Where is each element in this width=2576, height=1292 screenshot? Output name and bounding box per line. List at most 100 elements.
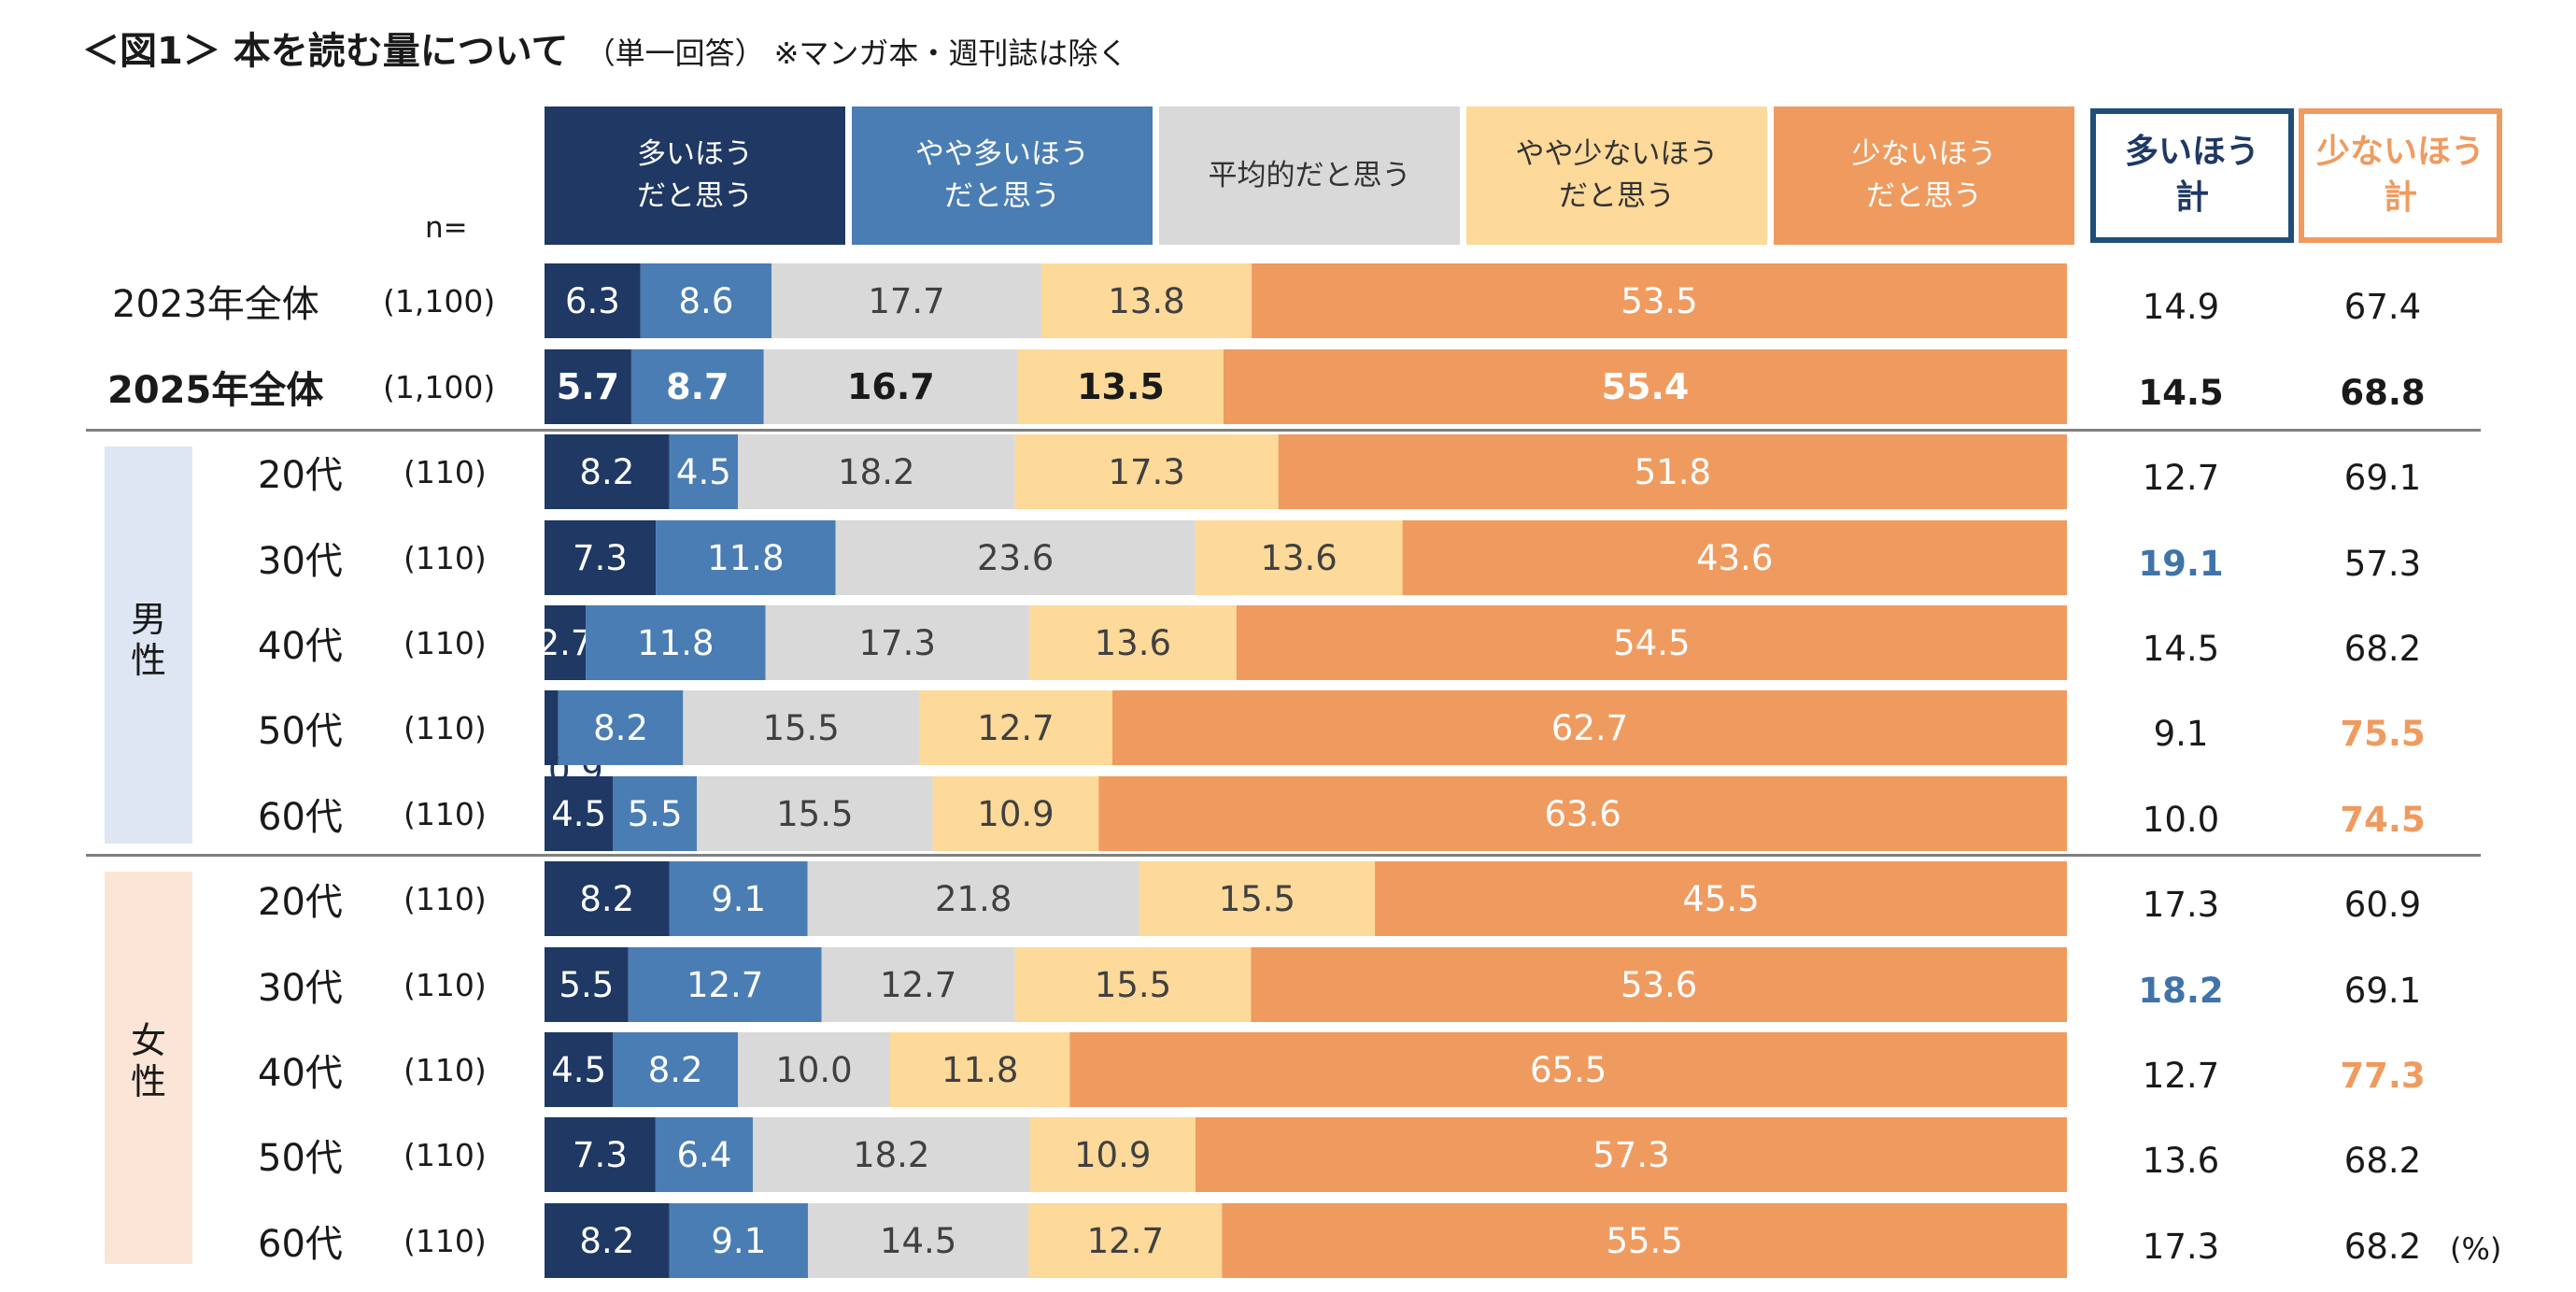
bar-segment: [640, 263, 772, 338]
bar-value-label: 14.5: [880, 1221, 956, 1261]
n-label: n=: [425, 211, 468, 245]
bar-value-label: 4.5: [551, 794, 606, 834]
bar-value-label: 18.2: [838, 452, 914, 492]
few-total-value: 60.9: [2343, 884, 2422, 925]
bar-segment: [932, 776, 1099, 851]
bar-value-label: 12.7: [1087, 1221, 1164, 1261]
bar-segment: [1223, 349, 2067, 424]
legend-header-somewhat-few: やや少ないほう だと思う: [1466, 106, 1767, 245]
many-total-value: 13.6: [2142, 1140, 2220, 1181]
row-n-value: (110): [403, 966, 487, 1003]
few-total-value: 75.5: [2340, 713, 2426, 754]
bar-segment: [1111, 690, 2067, 765]
few-total-value: 57.3: [2343, 543, 2422, 584]
few-total-value: 68.2: [2343, 628, 2422, 669]
bar-segment: [545, 263, 641, 338]
bar-segment: [753, 1117, 1030, 1192]
row-label: 40代: [258, 1052, 343, 1095]
row-n-value: (110): [403, 1051, 487, 1088]
bar-segment: [918, 690, 1112, 765]
bar-value-label: 8.7: [666, 366, 729, 407]
bar-segment: [545, 690, 559, 765]
bar-value-label: 11.8: [637, 623, 714, 663]
male-group-label: 男 性: [130, 599, 166, 681]
row-n-value: (1,100): [383, 368, 496, 405]
bar-value-label: 57.3: [1592, 1135, 1669, 1175]
bar-segment: [1139, 861, 1376, 936]
bar-value-label: 53.5: [1621, 281, 1697, 321]
bar-segment: [890, 1032, 1070, 1107]
row-n-value: (110): [403, 1136, 487, 1173]
bar-segment: [1402, 520, 2067, 595]
bar-value-label: 5.5: [628, 794, 683, 834]
legend-header-few: 少ないほう だと思う: [1774, 106, 2074, 245]
bar-segment: [683, 690, 919, 765]
bar-segment: [835, 520, 1196, 595]
bar-segment: [1040, 263, 1253, 338]
row-label: 20代: [258, 454, 343, 497]
bar-segment: [545, 520, 657, 595]
bar-segment: [669, 434, 739, 509]
many-total-header: 多いほう 計: [2090, 108, 2294, 243]
legend-header-average: 平均的だと思う: [1159, 106, 1460, 245]
bar-segment: [630, 349, 764, 424]
row-label: 40代: [258, 625, 343, 668]
bar-value-label: 8.2: [593, 708, 648, 748]
bar-segment: [1236, 605, 2067, 680]
bar-segment: [1098, 776, 2067, 851]
bar-value-label: 62.7: [1551, 708, 1628, 748]
bar-segment: [545, 861, 670, 936]
many-total-value: 14.9: [2142, 286, 2220, 327]
bar-value-label: 12.7: [686, 965, 763, 1005]
few-total-value: 69.1: [2343, 970, 2422, 1011]
row-n-value: (110): [403, 624, 487, 661]
row-label: 2025年全体: [107, 369, 324, 412]
bar-segment: [545, 1117, 656, 1192]
few-total-value: 68.2: [2343, 1226, 2422, 1267]
separator-line: [86, 854, 2481, 857]
row-label: 30代: [258, 540, 343, 583]
bar-segment: [628, 947, 822, 1022]
bar-value-label: 12.7: [880, 965, 956, 1005]
bar-value-label: 4.5: [676, 452, 731, 492]
bar-value-label: 7.3: [573, 538, 628, 578]
bar-value-label: 17.3: [859, 623, 936, 663]
row-label: 2023年全体: [112, 283, 319, 326]
title-note: ※マンガ本・週刊誌は除く: [773, 35, 1128, 71]
few-total-value: 77.3: [2340, 1055, 2426, 1096]
bar-segment: [697, 776, 933, 851]
bar-segment: [1029, 1117, 1196, 1192]
legend-header-somewhat-many: やや多いほう だと思う: [852, 106, 1153, 245]
many-total-value: 12.7: [2142, 457, 2220, 498]
bar-value-label: 63.6: [1544, 794, 1621, 834]
chart-title: ＜図1＞ 本を読む量について （単一回答） ※マンガ本・週刊誌は除く: [82, 21, 1127, 86]
bar-value-label: 5.7: [557, 366, 619, 407]
title-main: ＜図1＞ 本を読む量について: [82, 30, 569, 73]
row-n-value: (110): [403, 795, 487, 832]
bar-segment: [1017, 349, 1224, 424]
row-label: 20代: [258, 881, 343, 924]
bar-value-label: 51.8: [1635, 452, 1711, 492]
bar-segment: [807, 861, 1139, 936]
bar-value-label: 2.7: [538, 623, 593, 663]
row-n-value: (110): [403, 453, 487, 490]
bar-segment: [586, 605, 766, 680]
bar-segment: [1278, 434, 2067, 509]
row-n-value: (110): [403, 1222, 487, 1259]
row-label: 50代: [258, 710, 343, 753]
bar-segment: [545, 947, 629, 1022]
bar-value-label: 55.4: [1602, 366, 1690, 407]
bar-value-label: 0.9: [548, 750, 603, 790]
row-label: 30代: [258, 967, 343, 1010]
bar-segment: [613, 776, 697, 851]
bar-segment: [656, 520, 836, 595]
female-group-label: 女 性: [130, 1020, 166, 1102]
many-total-value: 17.3: [2142, 884, 2220, 925]
bar-value-label: 6.3: [565, 281, 620, 321]
many-total-value: 10.0: [2142, 799, 2220, 840]
few-total-value: 74.5: [2340, 799, 2426, 840]
bar-segment: [655, 1117, 754, 1192]
bar-segment: [669, 1203, 808, 1278]
legend-header-many: 多いほう だと思う: [545, 106, 845, 245]
bar-value-label: 15.5: [776, 794, 853, 834]
